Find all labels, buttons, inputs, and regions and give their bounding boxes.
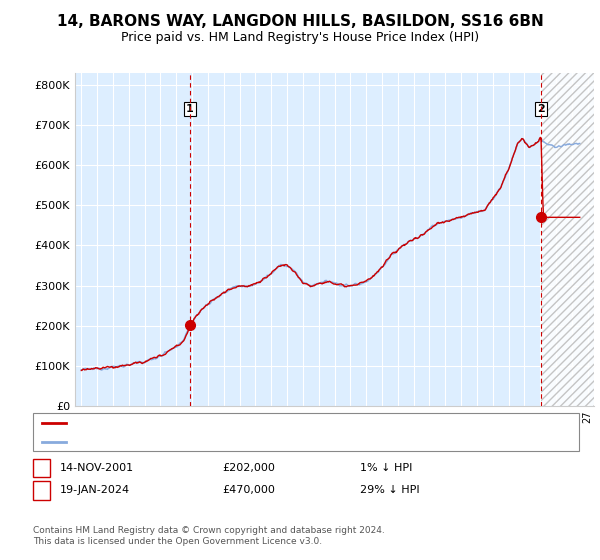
- Text: £202,000: £202,000: [222, 463, 275, 473]
- Text: Price paid vs. HM Land Registry's House Price Index (HPI): Price paid vs. HM Land Registry's House …: [121, 31, 479, 44]
- Text: 1: 1: [38, 463, 45, 473]
- Text: 14-NOV-2001: 14-NOV-2001: [60, 463, 134, 473]
- Text: 2: 2: [38, 486, 45, 495]
- Text: 14, BARONS WAY, LANGDON HILLS, BASILDON, SS16 6BN: 14, BARONS WAY, LANGDON HILLS, BASILDON,…: [56, 14, 544, 29]
- Text: 29% ↓ HPI: 29% ↓ HPI: [360, 486, 419, 495]
- Text: 19-JAN-2024: 19-JAN-2024: [60, 486, 130, 495]
- Text: 1: 1: [186, 104, 194, 114]
- Text: 2: 2: [537, 104, 545, 114]
- Text: HPI: Average price, detached house, Basildon: HPI: Average price, detached house, Basi…: [72, 437, 295, 447]
- Text: £470,000: £470,000: [222, 486, 275, 495]
- Text: 14, BARONS WAY, LANGDON HILLS, BASILDON, SS16 6BN (detached house): 14, BARONS WAY, LANGDON HILLS, BASILDON,…: [72, 418, 443, 428]
- Text: 1% ↓ HPI: 1% ↓ HPI: [360, 463, 412, 473]
- Text: Contains HM Land Registry data © Crown copyright and database right 2024.
This d: Contains HM Land Registry data © Crown c…: [33, 526, 385, 546]
